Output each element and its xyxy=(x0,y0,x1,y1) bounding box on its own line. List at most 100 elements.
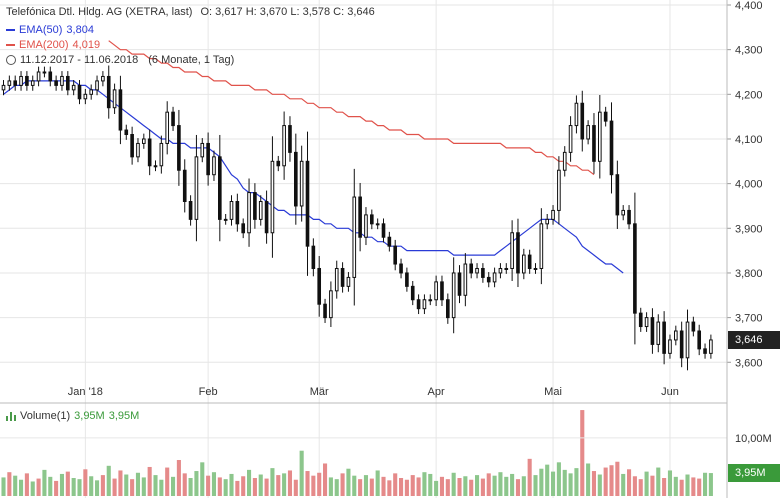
candle xyxy=(229,195,234,226)
volume-bar xyxy=(235,480,240,496)
volume-bar xyxy=(662,478,667,496)
volume-bar xyxy=(241,476,246,496)
candle xyxy=(305,131,310,276)
candle-body xyxy=(89,89,94,95)
candle-body xyxy=(264,201,269,234)
candle-body xyxy=(165,111,170,144)
volume-bar xyxy=(100,475,105,496)
candle-body xyxy=(77,84,82,100)
volume-bar xyxy=(299,450,304,496)
candle xyxy=(182,159,187,213)
candle-body xyxy=(364,214,368,238)
candle xyxy=(66,71,70,96)
volume-bar xyxy=(287,470,293,496)
candle-body xyxy=(118,89,123,131)
candle xyxy=(539,208,544,285)
time-axis: Jan '18 Feb Mär Apr Mai Jun xyxy=(68,386,679,398)
candle xyxy=(609,102,614,194)
candle-body xyxy=(48,71,53,82)
volume-bar xyxy=(171,476,176,496)
candle-body xyxy=(504,267,509,270)
candle xyxy=(136,138,140,163)
candle xyxy=(270,136,275,258)
volume-bar xyxy=(118,470,123,496)
candle-body xyxy=(334,267,339,292)
candle-body xyxy=(95,80,99,91)
volume-bar xyxy=(13,475,18,496)
candle-body xyxy=(282,125,286,167)
volume-bar xyxy=(621,473,626,496)
ema200-line xyxy=(108,40,595,176)
candle xyxy=(691,316,696,337)
volume-bar xyxy=(369,478,374,496)
time-tick-label: Jun xyxy=(661,386,679,398)
candle-body xyxy=(568,125,573,153)
candle xyxy=(381,218,386,243)
volume-bar xyxy=(375,470,380,496)
legend-ema50[interactable]: EMA(50) 3,804 xyxy=(6,24,98,36)
ema50-polyline xyxy=(3,80,624,274)
volume-value-2: 3,95M xyxy=(108,410,140,422)
candle-body xyxy=(247,192,251,234)
volume-bar xyxy=(147,466,152,496)
candle-body xyxy=(586,125,590,140)
candle-body xyxy=(592,125,596,162)
time-tick-label: Mai xyxy=(544,386,562,398)
volume-bar xyxy=(200,462,205,496)
ema50-value: 3,804 xyxy=(66,24,94,36)
candle xyxy=(171,106,175,131)
candle-body xyxy=(621,209,626,216)
candle xyxy=(603,106,608,127)
volume-bar xyxy=(7,472,12,496)
candle xyxy=(405,267,409,292)
candle xyxy=(709,334,713,359)
candle xyxy=(697,324,702,356)
grid-lines xyxy=(0,0,727,498)
volume-bar xyxy=(521,476,526,496)
volume-bar xyxy=(124,474,129,496)
candle-body xyxy=(223,218,228,221)
candle-body xyxy=(697,330,702,350)
candle xyxy=(25,71,29,91)
candle-body xyxy=(527,254,532,269)
candle-body xyxy=(674,330,678,341)
volume-bar xyxy=(457,478,462,496)
volume-bar xyxy=(475,475,480,496)
candle xyxy=(177,109,181,186)
legend-range[interactable]: 11.12.2017 - 11.06.2018 (6 Monate, 1 Tag… xyxy=(6,54,238,66)
candle xyxy=(586,120,590,145)
candle xyxy=(288,116,292,162)
candle xyxy=(30,75,35,91)
candle-body xyxy=(188,201,193,220)
candle-body xyxy=(615,174,620,216)
volume-bar xyxy=(334,479,339,496)
volume-bar xyxy=(463,476,468,496)
volume-bar xyxy=(95,480,100,496)
candle-body xyxy=(177,125,181,171)
candle xyxy=(54,75,58,91)
candle-body xyxy=(434,281,438,301)
candle-body xyxy=(551,209,555,220)
range-note: (6 Monate, 1 Tag) xyxy=(148,54,235,66)
candle-body xyxy=(288,125,292,153)
volume-bar xyxy=(340,473,345,496)
legend-volume[interactable]: Volume(1) 3,95M 3,95M xyxy=(6,410,143,422)
candle-body xyxy=(42,71,47,74)
legend-ema200[interactable]: EMA(200) 4,019 xyxy=(6,39,104,51)
candle-body xyxy=(598,111,602,162)
candle-body xyxy=(294,151,298,207)
volume-bar xyxy=(182,473,187,496)
candle xyxy=(399,258,403,279)
volume-label: Volume(1) xyxy=(20,410,71,422)
candle xyxy=(481,263,485,283)
volume-bar xyxy=(323,463,328,496)
volume-bar xyxy=(556,462,561,496)
candle-body xyxy=(381,223,386,238)
candle-body xyxy=(557,169,561,211)
volume-bar xyxy=(568,473,573,496)
volume-bar xyxy=(247,469,252,496)
volume-bar xyxy=(217,477,222,496)
volume-bar xyxy=(328,477,333,496)
candle xyxy=(358,182,362,252)
candle-body xyxy=(147,138,152,167)
